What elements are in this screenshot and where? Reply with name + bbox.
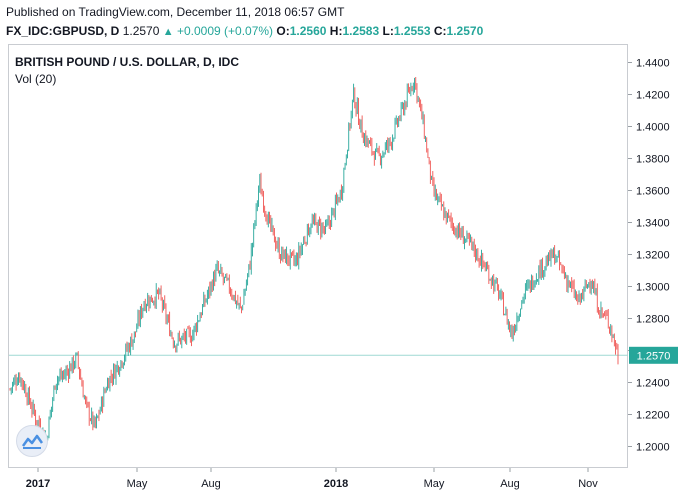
- x-tick-label: Nov: [578, 478, 598, 490]
- change-value: +0.0009 (+0.07%): [176, 24, 274, 38]
- open-label: O:: [276, 24, 290, 38]
- quote-line: FX_IDC:GBPUSD, D 1.2570 ▲ +0.0009 (+0.07…: [6, 24, 483, 38]
- x-tick-label: May: [424, 478, 445, 490]
- close-label: C:: [433, 24, 447, 38]
- y-tick-label: 1.4000: [636, 122, 670, 134]
- x-tick-label: 2018: [324, 478, 348, 490]
- x-tick-label: Aug: [201, 478, 221, 490]
- high-label: H:: [329, 24, 343, 38]
- y-tick-label: 1.2400: [636, 378, 670, 390]
- y-tick-label: 1.4200: [636, 90, 670, 102]
- last-price-badge: [629, 346, 678, 364]
- low-value: 1.2553: [393, 24, 431, 38]
- x-tick-label: Aug: [500, 478, 520, 490]
- y-tick-label: 1.3000: [636, 282, 670, 294]
- x-tick-label: 2017: [26, 478, 50, 490]
- last-price: 1.2570: [122, 24, 160, 38]
- high-value: 1.2583: [342, 24, 380, 38]
- close-value: 1.2570: [446, 24, 484, 38]
- published-note: Published on TradingView.com, December 1…: [6, 5, 345, 19]
- y-tick-label: 1.3600: [636, 186, 670, 198]
- symbol-label[interactable]: FX_IDC:GBPUSD, D: [6, 24, 120, 38]
- volume-indicator-label[interactable]: Vol (20): [15, 72, 57, 86]
- y-tick-label: 1.3200: [636, 250, 670, 262]
- y-tick-label: 1.2200: [636, 410, 670, 422]
- y-tick-label: 1.3800: [636, 154, 670, 166]
- y-tick-label: 1.2800: [636, 314, 670, 326]
- x-tick-label: May: [127, 478, 148, 490]
- y-tick-label: 1.4400: [636, 58, 670, 70]
- tradingview-logo-icon: [16, 425, 48, 457]
- chart-title: BRITISH POUND / U.S. DOLLAR, D, IDC: [15, 55, 240, 69]
- low-label: L:: [382, 24, 394, 38]
- y-tick-label: 1.2000: [636, 442, 670, 454]
- chart-frame[interactable]: [8, 44, 628, 468]
- open-value: 1.2560: [289, 24, 327, 38]
- y-tick-label: 1.3400: [636, 218, 670, 230]
- up-triangle-icon: ▲: [162, 26, 174, 38]
- last-price-badge-label: 1.2570: [637, 350, 671, 362]
